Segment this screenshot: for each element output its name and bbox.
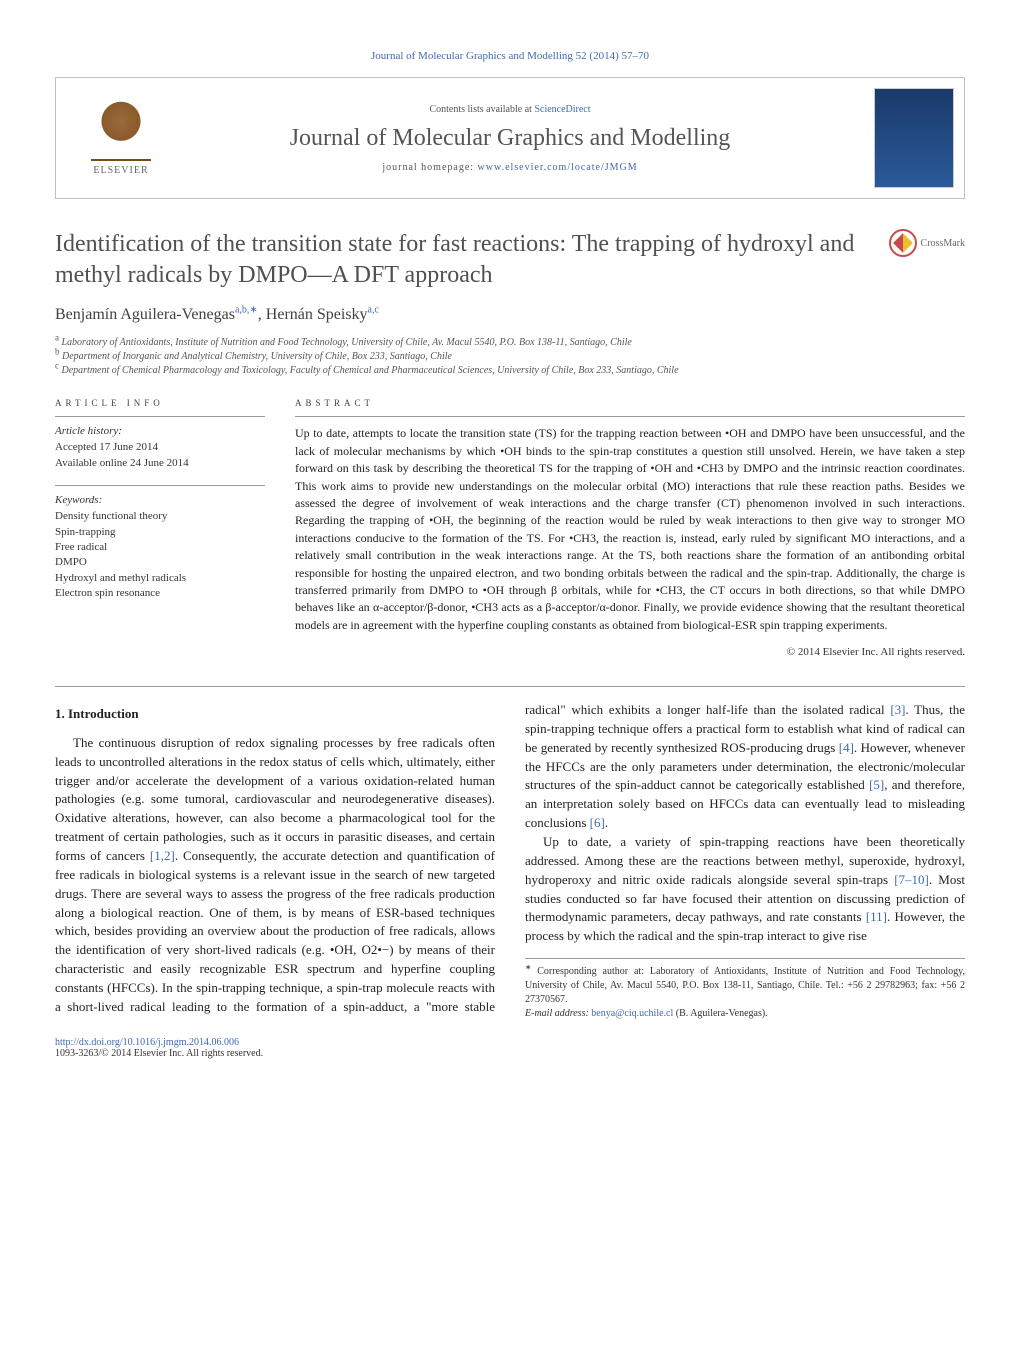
email-line: E-mail address: benya@ciq.uchile.cl (B. …	[525, 1007, 965, 1021]
corresp-marker: ∗	[525, 963, 531, 972]
ref-5[interactable]: [5]	[869, 777, 884, 792]
journal-header-box: ELSEVIER Contents lists available at Sci…	[55, 77, 965, 199]
corresp-line: ∗ Corresponding author at: Laboratory of…	[525, 965, 965, 1007]
issn-copyright: 1093-3263/© 2014 Elsevier Inc. All right…	[55, 1048, 965, 1059]
abstract-column: ABSTRACT Up to date, attempts to locate …	[295, 398, 965, 658]
ref-7-10[interactable]: [7–10]	[894, 872, 929, 887]
keywords-content: Density functional theorySpin-trappingFr…	[55, 509, 265, 601]
journal-title: Journal of Molecular Graphics and Modell…	[176, 125, 844, 152]
doi-link[interactable]: http://dx.doi.org/10.1016/j.jmgm.2014.06…	[55, 1037, 239, 1048]
header-journal-ref: Journal of Molecular Graphics and Modell…	[55, 50, 965, 62]
ref-6[interactable]: [6]	[590, 815, 605, 830]
abstract-copyright: © 2014 Elsevier Inc. All rights reserved…	[295, 646, 965, 658]
email-link[interactable]: benya@ciq.uchile.cl	[591, 1008, 673, 1019]
ref-1-2[interactable]: [1,2]	[150, 848, 175, 863]
page-root: Journal of Molecular Graphics and Modell…	[0, 0, 1020, 1089]
article-title: Identification of the transition state f…	[55, 229, 869, 291]
elsevier-tree-icon	[91, 101, 151, 161]
meta-abstract-grid: ARTICLE INFO Article history: Accepted 1…	[55, 398, 965, 658]
journal-cover-thumb	[874, 88, 954, 188]
keywords-title: Keywords:	[55, 494, 265, 506]
contents-available: Contents lists available at ScienceDirec…	[176, 104, 844, 115]
header-center: Contents lists available at ScienceDirec…	[176, 104, 844, 173]
affiliations: a Laboratory of Antioxidants, Institute …	[55, 336, 965, 378]
title-row: Identification of the transition state f…	[55, 229, 965, 291]
corresponding-author-footnote: ∗ Corresponding author at: Laboratory of…	[525, 958, 965, 1021]
ref-3[interactable]: [3]	[890, 702, 905, 717]
crossmark-label: CrossMark	[921, 238, 965, 249]
corresp-text: Corresponding author at: Laboratory of A…	[525, 966, 965, 1005]
abstract-text: Up to date, attempts to locate the trans…	[295, 416, 965, 634]
crossmark-badge[interactable]: CrossMark	[889, 229, 965, 257]
email-suffix: (B. Aguilera-Venegas).	[673, 1008, 767, 1019]
keywords-block: Keywords: Density functional theorySpin-…	[55, 485, 265, 601]
page-footer: http://dx.doi.org/10.1016/j.jmgm.2014.06…	[55, 1037, 965, 1059]
history-title: Article history:	[55, 425, 265, 437]
homepage-link[interactable]: www.elsevier.com/locate/JMGM	[478, 162, 638, 173]
publisher-logo: ELSEVIER	[66, 101, 176, 176]
publisher-name: ELSEVIER	[93, 165, 148, 176]
contents-prefix: Contents lists available at	[429, 104, 534, 115]
authors-line: Benjamín Aguilera-Venegasa,b,∗, Hernán S…	[55, 306, 965, 324]
section-1-heading: 1. Introduction	[55, 705, 495, 724]
body-divider	[55, 686, 965, 687]
history-content: Accepted 17 June 2014Available online 24…	[55, 440, 265, 471]
article-history-block: Article history: Accepted 17 June 2014Av…	[55, 416, 265, 471]
intro-para-3: Up to date, a variety of spin-trapping r…	[525, 833, 965, 946]
ref-4[interactable]: [4]	[839, 740, 854, 755]
article-info-column: ARTICLE INFO Article history: Accepted 1…	[55, 398, 265, 658]
ref-11[interactable]: [11]	[866, 909, 887, 924]
abstract-label: ABSTRACT	[295, 398, 965, 408]
article-info-label: ARTICLE INFO	[55, 398, 265, 408]
journal-homepage: journal homepage: www.elsevier.com/locat…	[176, 162, 844, 173]
crossmark-icon	[889, 229, 917, 257]
email-label: E-mail address:	[525, 1008, 591, 1019]
body-columns: 1. Introduction The continuous disruptio…	[55, 701, 965, 1021]
homepage-prefix: journal homepage:	[382, 162, 477, 173]
sciencedirect-link[interactable]: ScienceDirect	[534, 104, 590, 115]
